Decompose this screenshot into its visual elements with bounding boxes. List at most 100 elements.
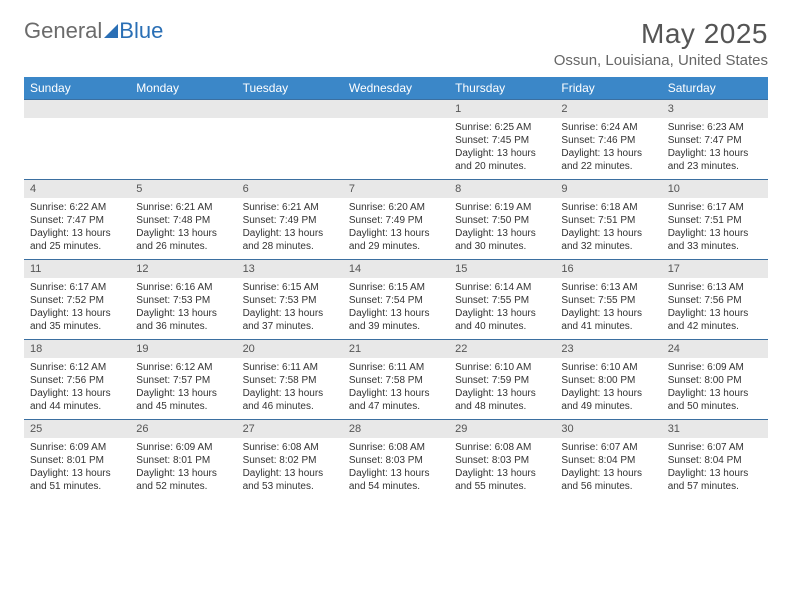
sunset-label: Sunset: — [561, 295, 598, 306]
sunrise-value: 6:24 AM — [601, 122, 638, 133]
weekday-header: Sunday — [24, 77, 130, 100]
calendar-cell: 8Sunrise: 6:19 AMSunset: 7:50 PMDaylight… — [449, 180, 555, 260]
sunset-label: Sunset: — [561, 375, 598, 386]
sunset-value: 7:51 PM — [598, 215, 635, 226]
logo-text-2: Blue — [119, 18, 163, 44]
sunset-value: 7:59 PM — [492, 375, 529, 386]
sunset-value: 8:04 PM — [704, 455, 741, 466]
sunset-label: Sunset: — [561, 455, 598, 466]
day-info: Sunrise: 6:15 AMSunset: 7:53 PMDaylight:… — [237, 278, 343, 339]
sunrise-value: 6:10 AM — [495, 362, 532, 373]
daylight-label: Daylight: — [349, 228, 391, 239]
calendar-cell: 18Sunrise: 6:12 AMSunset: 7:56 PMDayligh… — [24, 340, 130, 420]
calendar-cell: 7Sunrise: 6:20 AMSunset: 7:49 PMDaylight… — [343, 180, 449, 260]
calendar-cell: 9Sunrise: 6:18 AMSunset: 7:51 PMDaylight… — [555, 180, 661, 260]
daylight-label: Daylight: — [136, 228, 178, 239]
day-info: Sunrise: 6:09 AMSunset: 8:01 PMDaylight:… — [24, 438, 130, 499]
day-info: Sunrise: 6:17 AMSunset: 7:52 PMDaylight:… — [24, 278, 130, 339]
day-info: Sunrise: 6:20 AMSunset: 7:49 PMDaylight:… — [343, 198, 449, 259]
sunrise-value: 6:17 AM — [707, 202, 744, 213]
day-number: 21 — [343, 340, 449, 358]
day-number-empty — [343, 100, 449, 118]
daylight-label: Daylight: — [561, 388, 603, 399]
sunset-value: 7:53 PM — [173, 295, 210, 306]
day-info: Sunrise: 6:15 AMSunset: 7:54 PMDaylight:… — [343, 278, 449, 339]
weekday-header: Thursday — [449, 77, 555, 100]
day-info: Sunrise: 6:12 AMSunset: 7:56 PMDaylight:… — [24, 358, 130, 419]
calendar-cell: 26Sunrise: 6:09 AMSunset: 8:01 PMDayligh… — [130, 420, 236, 500]
sunrise-label: Sunrise: — [30, 442, 69, 453]
sunrise-label: Sunrise: — [243, 282, 282, 293]
sunset-value: 7:56 PM — [67, 375, 104, 386]
sunrise-label: Sunrise: — [455, 202, 494, 213]
sunset-value: 7:48 PM — [173, 215, 210, 226]
sunset-label: Sunset: — [349, 375, 386, 386]
sunset-value: 7:49 PM — [386, 215, 423, 226]
calendar-cell — [237, 100, 343, 180]
sunset-value: 7:53 PM — [279, 295, 316, 306]
sunset-value: 8:04 PM — [598, 455, 635, 466]
calendar-cell: 6Sunrise: 6:21 AMSunset: 7:49 PMDaylight… — [237, 180, 343, 260]
page-title: May 2025 — [554, 18, 768, 50]
day-number-empty — [130, 100, 236, 118]
day-number: 5 — [130, 180, 236, 198]
sunset-value: 8:01 PM — [173, 455, 210, 466]
calendar-cell: 5Sunrise: 6:21 AMSunset: 7:48 PMDaylight… — [130, 180, 236, 260]
sunrise-value: 6:07 AM — [601, 442, 638, 453]
daylight-label: Daylight: — [136, 388, 178, 399]
calendar-header: SundayMondayTuesdayWednesdayThursdayFrid… — [24, 77, 768, 100]
calendar-cell: 17Sunrise: 6:13 AMSunset: 7:56 PMDayligh… — [662, 260, 768, 340]
daylight-label: Daylight: — [455, 148, 497, 159]
calendar-cell: 27Sunrise: 6:08 AMSunset: 8:02 PMDayligh… — [237, 420, 343, 500]
sunrise-value: 6:09 AM — [176, 442, 213, 453]
day-info: Sunrise: 6:11 AMSunset: 7:58 PMDaylight:… — [343, 358, 449, 419]
calendar-cell: 12Sunrise: 6:16 AMSunset: 7:53 PMDayligh… — [130, 260, 236, 340]
weekday-header: Monday — [130, 77, 236, 100]
daylight-label: Daylight: — [243, 388, 285, 399]
day-number-empty — [24, 100, 130, 118]
calendar-cell: 30Sunrise: 6:07 AMSunset: 8:04 PMDayligh… — [555, 420, 661, 500]
sunset-value: 8:00 PM — [598, 375, 635, 386]
sunrise-label: Sunrise: — [136, 282, 175, 293]
sunset-value: 7:58 PM — [386, 375, 423, 386]
calendar-row: 18Sunrise: 6:12 AMSunset: 7:56 PMDayligh… — [24, 340, 768, 420]
daylight-label: Daylight: — [349, 468, 391, 479]
sunrise-value: 6:12 AM — [176, 362, 213, 373]
calendar-row: 11Sunrise: 6:17 AMSunset: 7:52 PMDayligh… — [24, 260, 768, 340]
sunset-label: Sunset: — [455, 295, 492, 306]
logo: General Blue — [24, 18, 163, 44]
sunset-label: Sunset: — [30, 295, 67, 306]
day-info: Sunrise: 6:09 AMSunset: 8:01 PMDaylight:… — [130, 438, 236, 499]
day-number: 24 — [662, 340, 768, 358]
sunset-label: Sunset: — [243, 295, 280, 306]
daylight-label: Daylight: — [243, 228, 285, 239]
calendar-cell: 10Sunrise: 6:17 AMSunset: 7:51 PMDayligh… — [662, 180, 768, 260]
sunrise-value: 6:08 AM — [495, 442, 532, 453]
day-number: 12 — [130, 260, 236, 278]
calendar-cell — [24, 100, 130, 180]
sunset-label: Sunset: — [668, 295, 705, 306]
sunset-label: Sunset: — [136, 295, 173, 306]
sunset-value: 7:55 PM — [492, 295, 529, 306]
day-number: 7 — [343, 180, 449, 198]
sunset-label: Sunset: — [136, 215, 173, 226]
sunrise-value: 6:15 AM — [282, 282, 319, 293]
calendar-cell: 22Sunrise: 6:10 AMSunset: 7:59 PMDayligh… — [449, 340, 555, 420]
sunset-value: 7:55 PM — [598, 295, 635, 306]
daylight-label: Daylight: — [349, 308, 391, 319]
sunset-label: Sunset: — [455, 135, 492, 146]
calendar-cell: 23Sunrise: 6:10 AMSunset: 8:00 PMDayligh… — [555, 340, 661, 420]
day-number: 14 — [343, 260, 449, 278]
sunrise-label: Sunrise: — [561, 122, 600, 133]
day-info: Sunrise: 6:21 AMSunset: 7:49 PMDaylight:… — [237, 198, 343, 259]
day-number: 9 — [555, 180, 661, 198]
sunrise-label: Sunrise: — [561, 442, 600, 453]
day-info: Sunrise: 6:16 AMSunset: 7:53 PMDaylight:… — [130, 278, 236, 339]
calendar-cell: 29Sunrise: 6:08 AMSunset: 8:03 PMDayligh… — [449, 420, 555, 500]
day-number: 19 — [130, 340, 236, 358]
sunset-label: Sunset: — [668, 375, 705, 386]
sunrise-value: 6:10 AM — [601, 362, 638, 373]
sunrise-label: Sunrise: — [668, 202, 707, 213]
sunset-label: Sunset: — [30, 215, 67, 226]
day-number: 30 — [555, 420, 661, 438]
